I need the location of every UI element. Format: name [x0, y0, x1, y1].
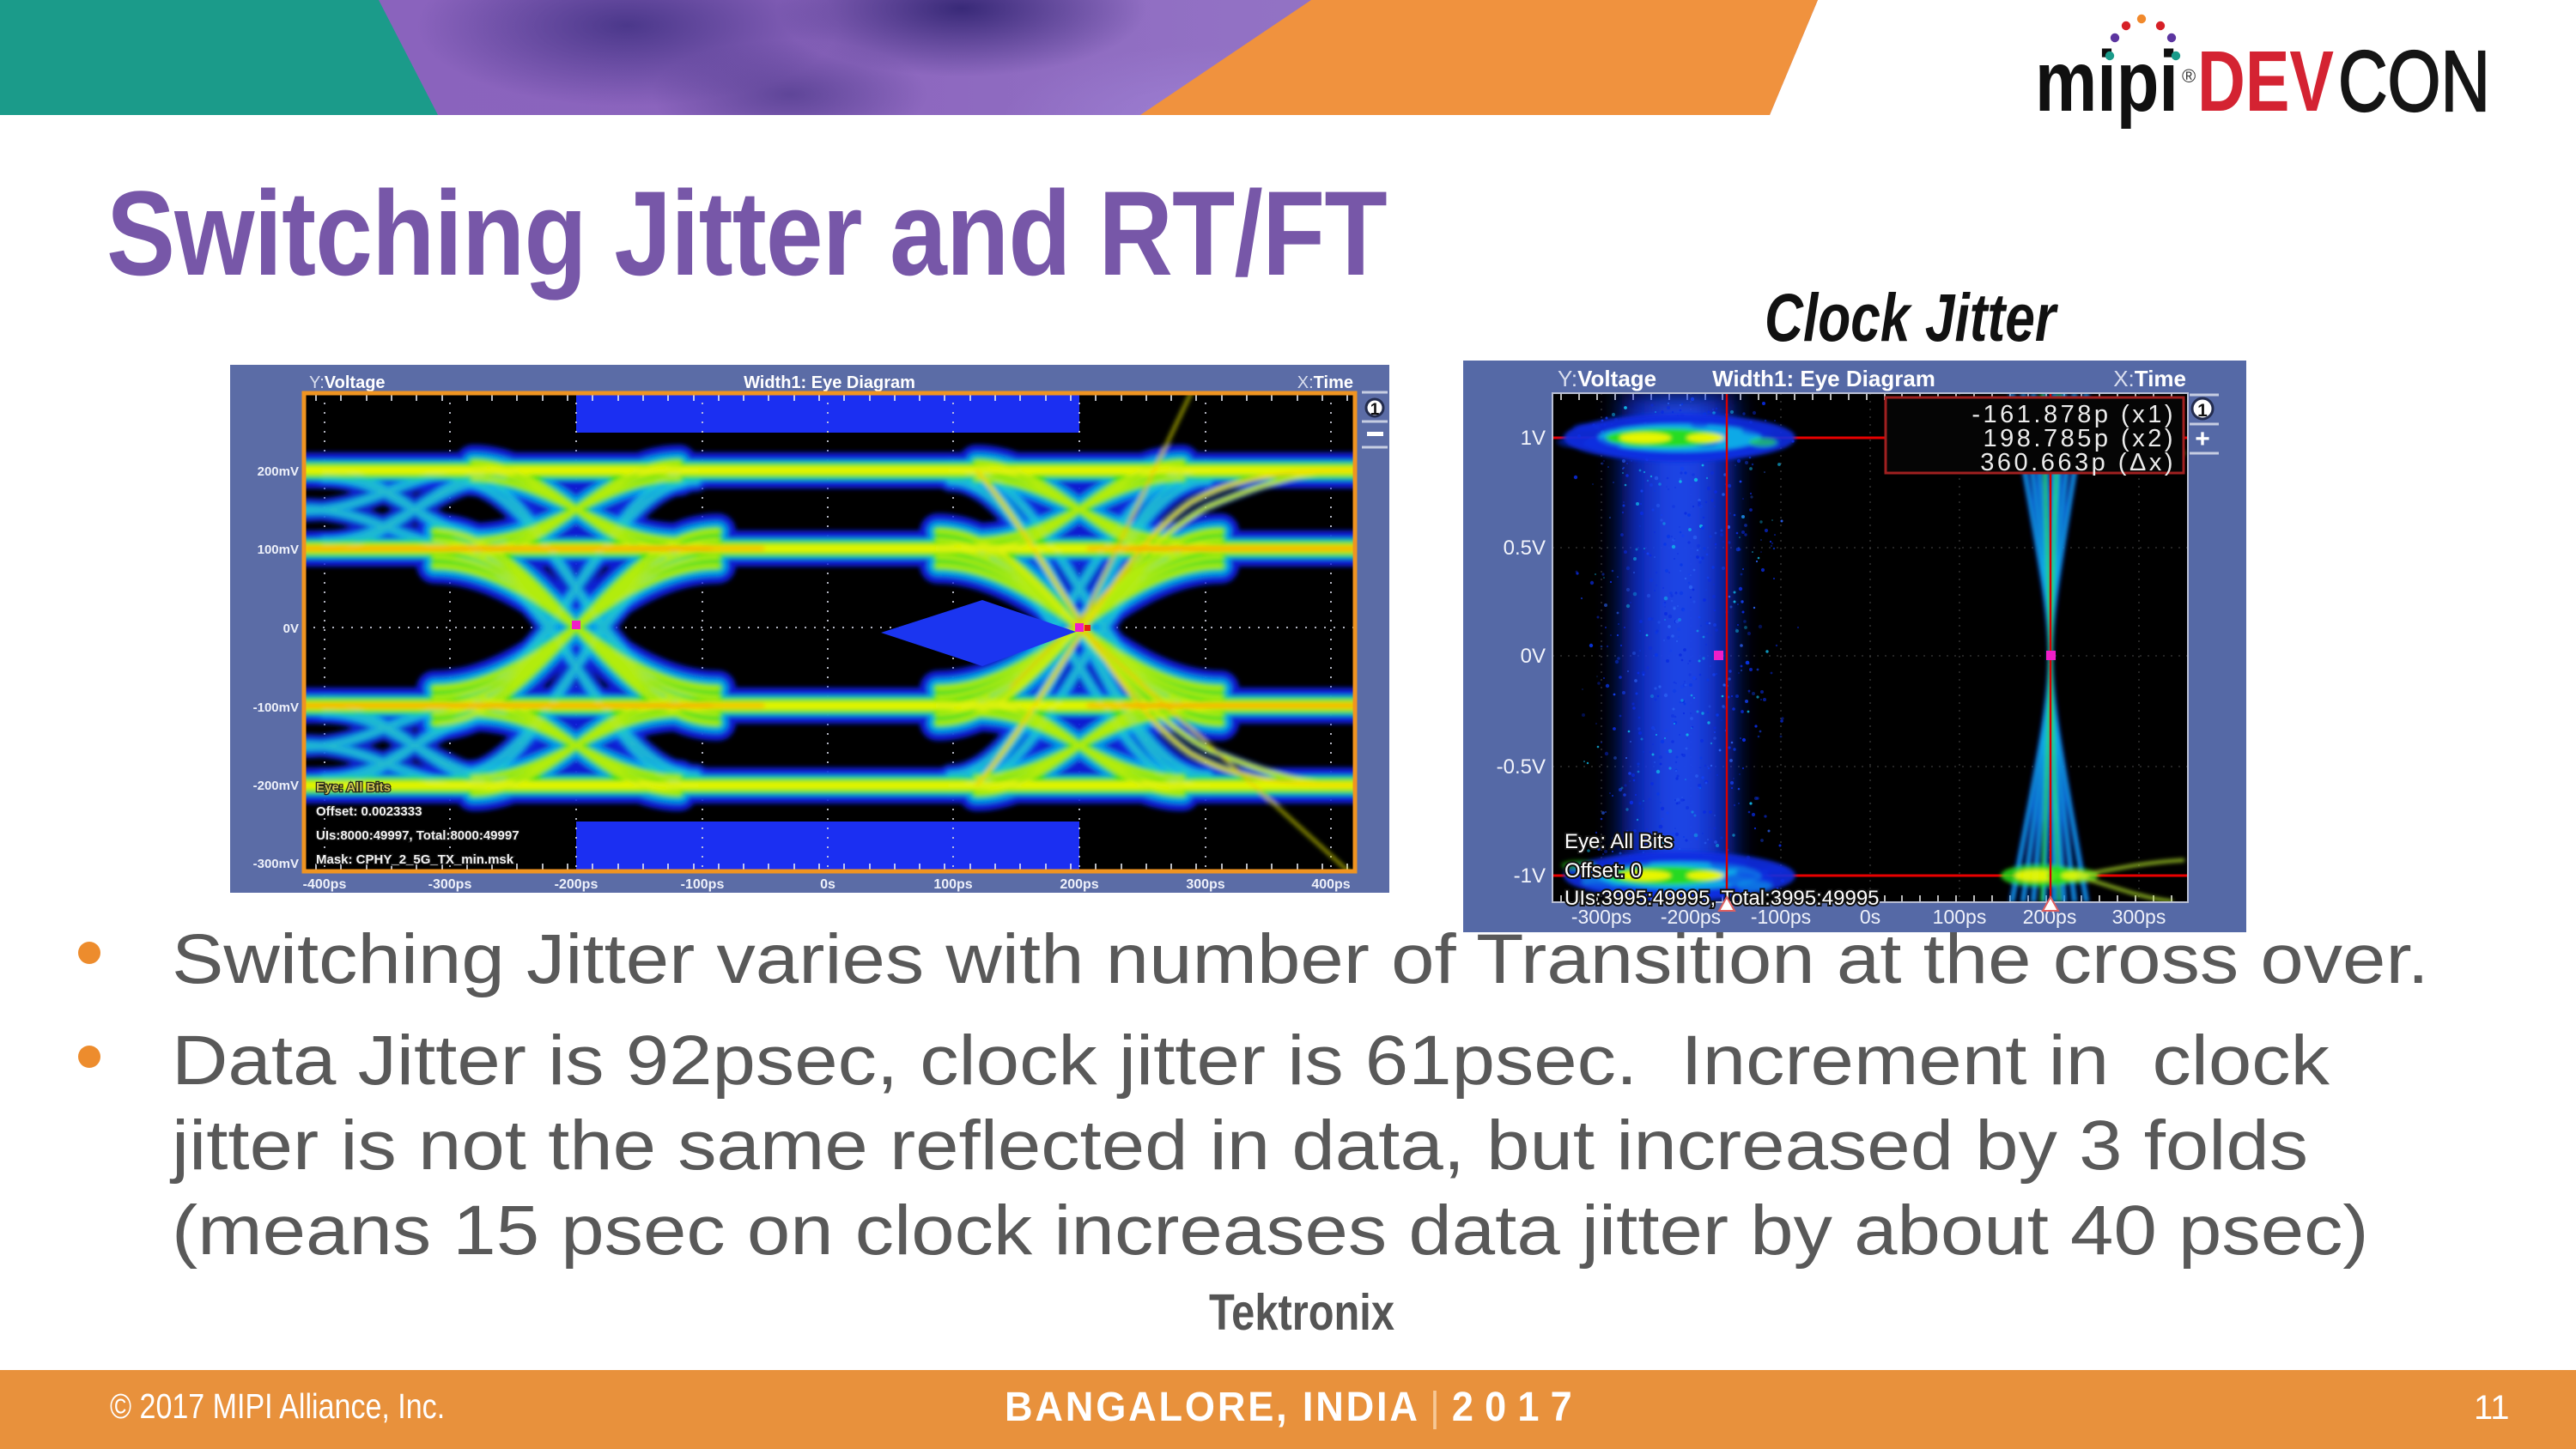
svg-text:UIs:8000:49997, Total:8000:499: UIs:8000:49997, Total:8000:49997: [316, 828, 519, 843]
svg-text:360.663p (Δx): 360.663p (Δx): [1980, 449, 2176, 476]
svg-text:0V: 0V: [1521, 645, 1546, 668]
svg-text:1: 1: [1370, 401, 1380, 419]
svg-text:-100ps: -100ps: [681, 877, 725, 892]
svg-text:1: 1: [2197, 401, 2208, 421]
svg-text:0s: 0s: [820, 877, 835, 892]
svg-text:0.5V: 0.5V: [1504, 537, 1546, 560]
svg-text:-200ps: -200ps: [1661, 906, 1721, 928]
svg-text:mipi: mipi: [2035, 33, 2178, 130]
svg-text:300ps: 300ps: [1186, 877, 1224, 892]
svg-text:X:Time: X:Time: [1297, 373, 1353, 392]
svg-text:198.785p (x2): 198.785p (x2): [1984, 425, 2176, 452]
svg-text:DEV: DEV: [2197, 33, 2334, 130]
svg-text:1V: 1V: [1521, 427, 1546, 450]
svg-text:Eye: All Bits: Eye: All Bits: [1564, 830, 1674, 853]
svg-text:300ps: 300ps: [2112, 906, 2166, 928]
svg-text:-100mV: -100mV: [253, 700, 299, 715]
svg-text:Offset: 0.0023333: Offset: 0.0023333: [316, 804, 422, 819]
svg-text:Eye: All Bits: Eye: All Bits: [316, 780, 391, 795]
svg-text:+: +: [2195, 425, 2210, 453]
svg-text:400ps: 400ps: [1311, 877, 1350, 892]
svg-text:100ps: 100ps: [1933, 906, 1987, 928]
svg-text:X:Time: X:Time: [2113, 366, 2186, 391]
svg-text:-1V: -1V: [1514, 864, 1546, 888]
svg-text:200mV: 200mV: [258, 464, 299, 479]
svg-text:-200mV: -200mV: [253, 779, 299, 793]
svg-text:-200ps: -200ps: [555, 877, 598, 892]
svg-text:CON: CON: [2338, 33, 2490, 130]
svg-text:Mask: CPHY_2_5G_TX_min.msk: Mask: CPHY_2_5G_TX_min.msk: [316, 852, 514, 867]
svg-text:-300mV: -300mV: [253, 857, 299, 871]
svg-text:®: ®: [2182, 65, 2196, 87]
svg-text:Width1: Eye Diagram: Width1: Eye Diagram: [744, 373, 915, 392]
svg-text:100mV: 100mV: [258, 543, 299, 557]
svg-text:200ps: 200ps: [1060, 877, 1098, 892]
svg-text:-400ps: -400ps: [303, 877, 347, 892]
svg-text:-300ps: -300ps: [1571, 906, 1631, 928]
svg-text:-100ps: -100ps: [1751, 906, 1811, 928]
svg-text:-0.5V: -0.5V: [1497, 755, 1546, 779]
svg-text:-300ps: -300ps: [428, 877, 472, 892]
svg-text:0V: 0V: [283, 621, 299, 636]
svg-text:Y:Voltage: Y:Voltage: [1558, 366, 1656, 391]
svg-text:Y:Voltage: Y:Voltage: [309, 373, 386, 392]
svg-text:Offset: 0: Offset: 0: [1564, 859, 1642, 882]
svg-text:100ps: 100ps: [933, 877, 972, 892]
svg-text:-161.878p (x1): -161.878p (x1): [1971, 401, 2176, 428]
svg-text:Width1: Eye Diagram: Width1: Eye Diagram: [1712, 366, 1935, 391]
svg-text:0s: 0s: [1860, 906, 1880, 928]
